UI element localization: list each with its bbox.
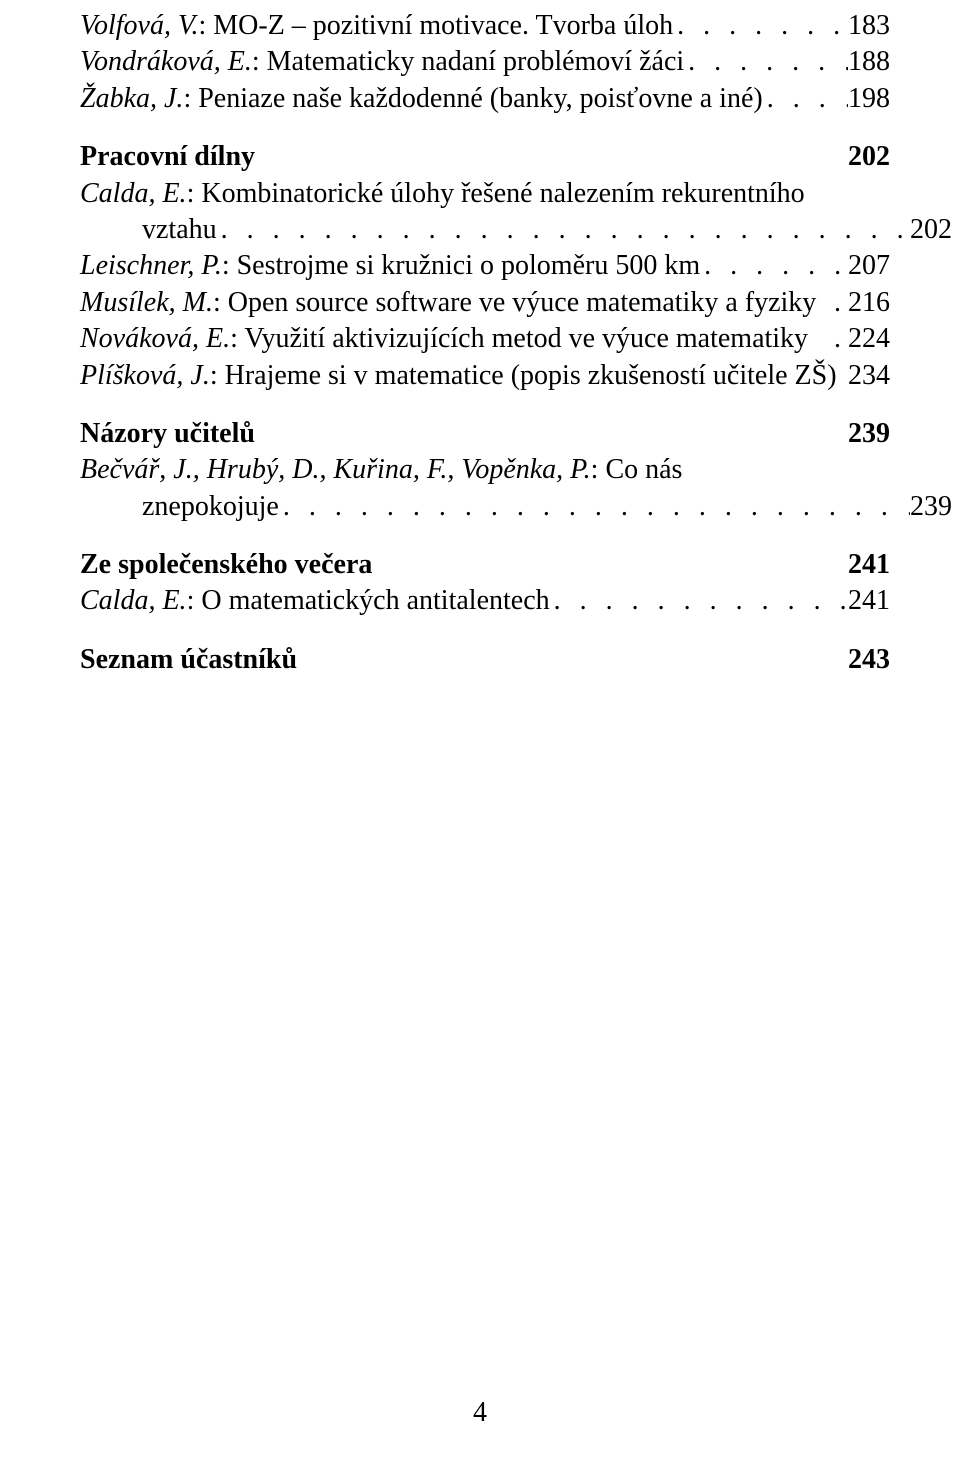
section-title: Pracovní dílny bbox=[80, 139, 848, 175]
toc-entry: Volfová, V. : MO-Z – pozitivní motivace.… bbox=[80, 8, 890, 44]
toc-author: Žabka, J. bbox=[80, 81, 183, 117]
toc-dots: . . . . . . . . . . . . . . . . . . . . … bbox=[673, 8, 848, 44]
toc-title: : Hrajeme si v matematice (popis zkušeno… bbox=[210, 358, 837, 394]
toc-title: : MO-Z – pozitivní motivace. Tvorba úloh bbox=[198, 8, 673, 44]
toc-entry: Calda, E. : Kombinatorické úlohy řešené … bbox=[80, 176, 890, 212]
toc-page: 183 bbox=[848, 8, 890, 44]
section-page: 202 bbox=[848, 139, 890, 175]
toc-title: : Co nás bbox=[591, 452, 683, 488]
toc-author: Plíšková, J. bbox=[80, 358, 210, 394]
toc-title: : Využití aktivizujících metod ve výuce … bbox=[230, 321, 808, 357]
page-number: 4 bbox=[0, 1395, 960, 1431]
toc-entry: Plíšková, J. : Hrajeme si v matematice (… bbox=[80, 358, 890, 394]
toc-page: 198 bbox=[848, 81, 890, 117]
toc-entry: Žabka, J. : Peniaze naše každodenné (ban… bbox=[80, 81, 890, 117]
toc-title: : Open source software ve výuce matemati… bbox=[213, 285, 816, 321]
section-page: 239 bbox=[848, 416, 890, 452]
section-heading: Ze společenského večera 241 bbox=[80, 547, 890, 583]
toc-author: Nováková, E. bbox=[80, 321, 230, 357]
section-heading: Pracovní dílny 202 bbox=[80, 139, 890, 175]
toc-dot-sep: . bbox=[834, 321, 848, 357]
toc-author: Musílek, M. bbox=[80, 285, 213, 321]
toc-author: Calda, E. bbox=[80, 583, 187, 619]
toc-page: 188 bbox=[848, 44, 890, 80]
toc-entry: Bečvář, J., Hrubý, D., Kuřina, F., Vopěn… bbox=[80, 452, 890, 488]
toc-entry: Nováková, E. : Využití aktivizujících me… bbox=[80, 321, 890, 357]
toc-dots: . . . . . . . . . . . . . . . . . . . . … bbox=[279, 489, 910, 525]
toc-page: 202 bbox=[910, 212, 952, 248]
toc-dots: . . . . . . . . . . . . . . . . . . . . … bbox=[684, 44, 848, 80]
toc-author: Leischner, P. bbox=[80, 248, 222, 284]
toc-title: : O matematických antitalentech bbox=[187, 583, 550, 619]
toc-title: : Kombinatorické úlohy řešené nalezením … bbox=[187, 176, 805, 212]
toc-title: : Peniaze naše každodenné (banky, poisťo… bbox=[183, 81, 762, 117]
toc-page: 241 bbox=[848, 583, 890, 619]
toc-page: 234 bbox=[848, 358, 890, 394]
toc-title-cont: znepokojuje bbox=[142, 489, 279, 525]
toc-dots: . . . . . . . . . . . . . . . . . . . . … bbox=[217, 212, 910, 248]
toc-entry: Musílek, M. : Open source software ve vý… bbox=[80, 285, 890, 321]
toc-author: Bečvář, J., Hrubý, D., Kuřina, F., Vopěn… bbox=[80, 452, 591, 488]
page: Volfová, V. : MO-Z – pozitivní motivace.… bbox=[0, 0, 960, 1469]
section-title: Ze společenského večera bbox=[80, 547, 848, 583]
toc-page: 224 bbox=[848, 321, 890, 357]
section-title: Názory učitelů bbox=[80, 416, 848, 452]
toc-entry: Calda, E. : O matematických antitalentec… bbox=[80, 583, 890, 619]
toc-title-cont: vztahu bbox=[142, 212, 217, 248]
toc-title: : Matematicky nadaní problémoví žáci bbox=[252, 44, 684, 80]
toc-author: Calda, E. bbox=[80, 176, 187, 212]
toc-dots: . . . . . . . . . . . . . . . . . . . . … bbox=[763, 81, 848, 117]
toc-entry: Leischner, P. : Sestrojme si kružnici o … bbox=[80, 248, 890, 284]
section-page: 243 bbox=[848, 642, 890, 678]
toc-entry-continuation: vztahu . . . . . . . . . . . . . . . . .… bbox=[80, 212, 952, 248]
toc-dots: . . . . . . . . . . . . . . . . . . . . … bbox=[550, 583, 848, 619]
toc-author: Volfová, V. bbox=[80, 8, 198, 44]
toc-entry: Vondráková, E. : Matematicky nadaní prob… bbox=[80, 44, 890, 80]
toc-author: Vondráková, E. bbox=[80, 44, 252, 80]
toc-page: 207 bbox=[848, 248, 890, 284]
section-page: 241 bbox=[848, 547, 890, 583]
toc-title: : Sestrojme si kružnici o poloměru 500 k… bbox=[222, 248, 700, 284]
section-heading: Seznam účastníků 243 bbox=[80, 642, 890, 678]
section-title: Seznam účastníků bbox=[80, 642, 848, 678]
section-heading: Názory učitelů 239 bbox=[80, 416, 890, 452]
toc-dots: . . . . . . . . . . . . . . . . . . . . … bbox=[700, 248, 848, 284]
toc-dot-sep: . bbox=[834, 285, 848, 321]
toc-entry-continuation: znepokojuje . . . . . . . . . . . . . . … bbox=[80, 489, 952, 525]
toc-page: 216 bbox=[848, 285, 890, 321]
toc-page: 239 bbox=[910, 489, 952, 525]
